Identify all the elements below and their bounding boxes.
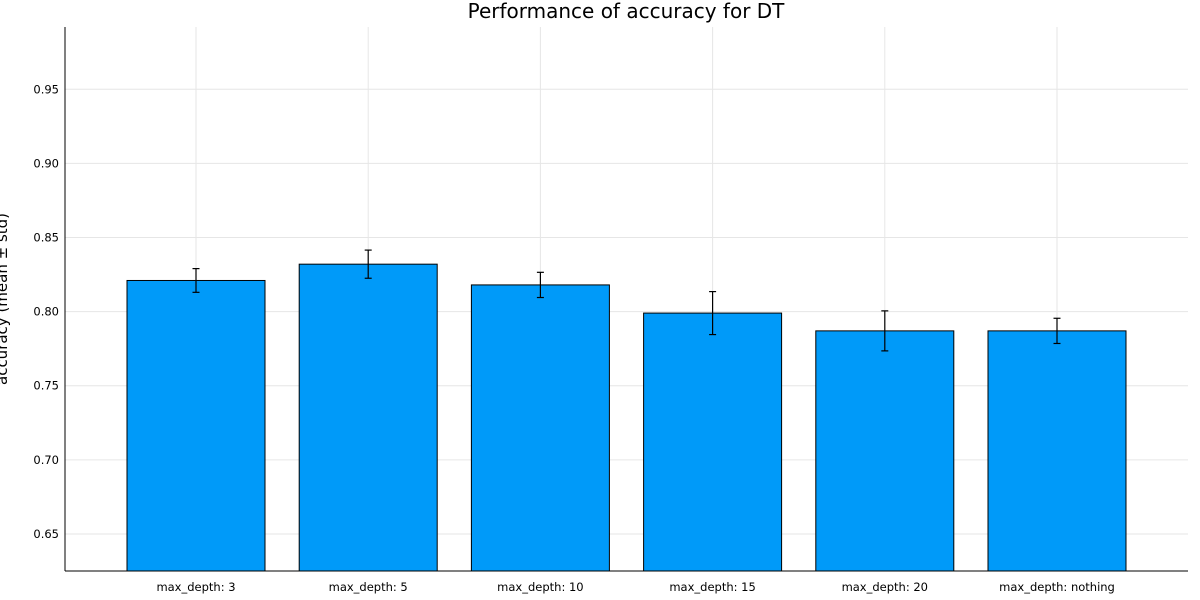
error-bars-layer [192, 249, 1061, 352]
y-axis-label: accuracy (mean ± std) [0, 213, 11, 385]
bar [298, 263, 438, 572]
y-tick-label: 0.85 [33, 230, 59, 244]
bars-layer [126, 263, 1127, 572]
x-tick-label: max_depth: nothing [999, 580, 1115, 594]
y-tick-label: 0.65 [33, 527, 59, 541]
bar [815, 330, 955, 572]
bar [643, 312, 783, 572]
bar [126, 279, 266, 572]
x-tick-label: max_depth: 3 [156, 580, 235, 594]
y-tick-labels: 0.65 0.70 0.75 0.80 0.85 0.90 0.95 [33, 82, 59, 541]
y-tick-label: 0.75 [33, 379, 59, 393]
x-tick-label: max_depth: 20 [842, 580, 928, 594]
x-tick-label: max_depth: 5 [329, 580, 408, 594]
x-tick-labels: max_depth: 3 max_depth: 5 max_depth: 10 max… [156, 580, 1114, 594]
bar [987, 330, 1127, 572]
x-tick-label: max_depth: 15 [669, 580, 755, 594]
x-tick-label: max_depth: 10 [497, 580, 583, 594]
axes-layer [64, 27, 1188, 572]
chart-title: Performance of accuracy for DT [468, 0, 786, 23]
y-tick-label: 0.90 [33, 156, 59, 170]
bar [470, 284, 610, 572]
y-tick-label: 0.80 [33, 305, 59, 319]
y-tick-label: 0.70 [33, 453, 59, 467]
y-tick-label: 0.95 [33, 82, 59, 96]
